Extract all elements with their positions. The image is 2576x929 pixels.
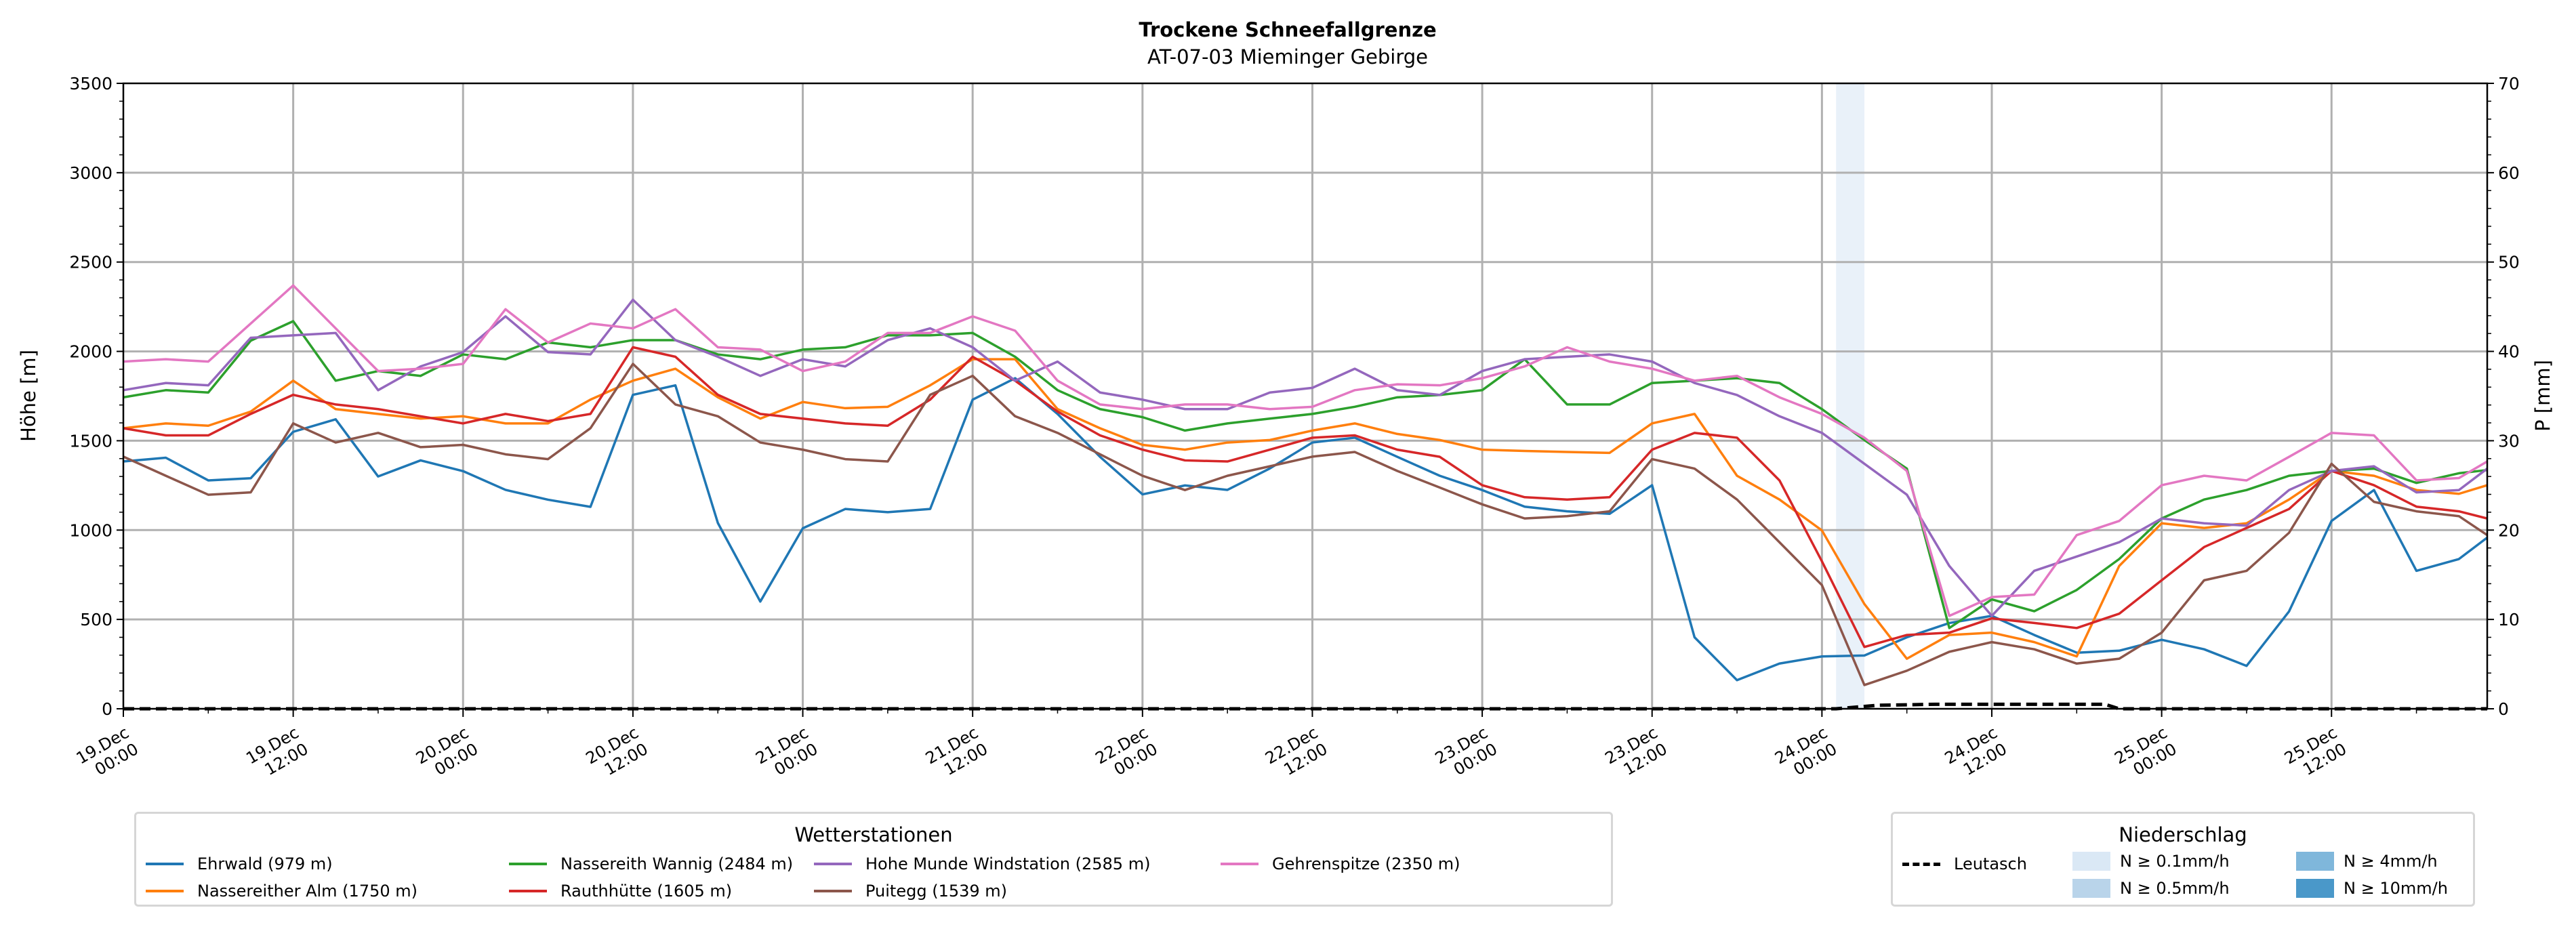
y-tick-label: 1500 xyxy=(69,431,113,451)
chart-subtitle: AT-07-03 Mieminger Gebirge xyxy=(1147,45,1428,68)
legend-label: N ≥ 0.5mm/h xyxy=(2120,879,2230,898)
legend-item-precip-class: N ≥ 10mm/h xyxy=(2296,879,2448,898)
legend-label: Nassereither Alm (1750 m) xyxy=(197,882,417,901)
x-tick-label: 20.Dec00:00 xyxy=(413,723,481,785)
legend-label: Gehrenspitze (2350 m) xyxy=(1272,854,1460,873)
line-swatch xyxy=(509,890,547,892)
legend-label: Puitegg (1539 m) xyxy=(865,882,1008,901)
legend-item-station: Hohe Munde Windstation (2585 m) xyxy=(814,854,1150,873)
plot-frame xyxy=(122,82,2489,710)
line-swatch xyxy=(1221,863,1259,865)
legend-item-leutasch: Leutasch xyxy=(1902,854,2027,873)
y-tick-label: 0 xyxy=(102,699,113,719)
dashed-line-swatch xyxy=(1902,862,1940,866)
legend-item-station: Rauthhütte (1605 m) xyxy=(509,882,732,901)
y2-tick-label: 60 xyxy=(2498,163,2520,183)
x-tick-label: 24.Dec00:00 xyxy=(1772,723,1840,785)
legend-item-station: Gehrenspitze (2350 m) xyxy=(1221,854,1460,873)
legend-label: Ehrwald (979 m) xyxy=(197,854,333,873)
x-tick-label: 25.Dec00:00 xyxy=(2111,723,2180,785)
series-line-rauthhütte xyxy=(123,346,2488,648)
y-tick-label: 3000 xyxy=(69,163,113,183)
y2-tick-label: 20 xyxy=(2498,520,2520,540)
y-tick-label: 500 xyxy=(80,610,113,629)
legend-stations: Wetterstationen Ehrwald (979 m) Nassereit… xyxy=(134,812,1613,907)
legend-item-station: Ehrwald (979 m) xyxy=(146,854,333,873)
legend-label: Rauthhütte (1605 m) xyxy=(560,882,733,901)
x-tick-label: 21.Dec00:00 xyxy=(752,723,821,785)
x-tick-label: 21.Dec12:00 xyxy=(922,723,991,785)
color-swatch xyxy=(2296,852,2334,871)
y2-axis-label: P [mm] xyxy=(2531,360,2554,432)
legend-item-station: Nassereith Wannig (2484 m) xyxy=(509,854,793,873)
legend-label: Nassereith Wannig (2484 m) xyxy=(560,854,794,873)
legend-item-precip-class: N ≥ 0.5mm/h xyxy=(2072,879,2230,898)
color-swatch xyxy=(2072,879,2110,898)
legend-label: Leutasch xyxy=(1954,854,2027,873)
legend-label: N ≥ 10mm/h xyxy=(2344,879,2448,898)
series-line-ehrwald xyxy=(123,377,2489,682)
x-tick-label: 23.Dec12:00 xyxy=(1601,723,1670,785)
line-swatch xyxy=(814,863,852,865)
y-tick-label: 3500 xyxy=(69,74,113,94)
series-line-hohe xyxy=(123,298,2489,617)
line-swatch xyxy=(814,890,852,892)
x-tick-label: 24.Dec12:00 xyxy=(1942,723,2010,785)
legend-item-station: Nassereither Alm (1750 m) xyxy=(146,882,417,901)
x-tick-label: 25.Dec12:00 xyxy=(2281,723,2350,785)
y-tick-label: 1000 xyxy=(69,520,113,540)
y2-tick-label: 40 xyxy=(2498,342,2520,362)
line-swatch xyxy=(509,863,547,865)
y2-tick-label: 0 xyxy=(2498,699,2509,719)
y2-tick-label: 50 xyxy=(2498,253,2520,272)
legend-item-station: Puitegg (1539 m) xyxy=(814,882,1007,901)
y2-tick-label: 30 xyxy=(2498,431,2520,451)
color-swatch xyxy=(2296,879,2334,898)
legend-label: N ≥ 4mm/h xyxy=(2344,852,2438,871)
y2-tick-label: 70 xyxy=(2498,74,2520,94)
x-tick-label: 19.Dec00:00 xyxy=(73,723,142,785)
legend-label: Hohe Munde Windstation (2585 m) xyxy=(865,854,1151,873)
y-tick-label: 2500 xyxy=(69,253,113,272)
legend-item-precip-class: N ≥ 0.1mm/h xyxy=(2072,852,2230,871)
legend-precip-title: Niederschlag xyxy=(2119,823,2247,846)
y2-tick-label: 10 xyxy=(2498,610,2520,629)
series-line-nassereither xyxy=(123,358,2488,660)
legend-precipitation: Niederschlag Leutasch N ≥ 0.1mm/h N ≥ 0.5… xyxy=(1891,812,2475,907)
chart-title: Trockene Schneefallgrenze xyxy=(1139,18,1436,41)
legend-stations-title: Wetterstationen xyxy=(794,823,953,846)
series-line-nassereith xyxy=(123,320,2488,629)
line-swatch xyxy=(146,863,184,865)
x-tick-label: 22.Dec00:00 xyxy=(1092,723,1161,785)
x-tick-label: 20.Dec12:00 xyxy=(583,723,651,785)
legend-item-precip-class: N ≥ 4mm/h xyxy=(2296,852,2438,871)
x-tick-label: 23.Dec00:00 xyxy=(1432,723,1500,785)
y-tick-label: 2000 xyxy=(69,342,113,362)
legend-label: N ≥ 0.1mm/h xyxy=(2120,852,2230,871)
x-tick-label: 19.Dec12:00 xyxy=(243,723,311,785)
precip-intensity-band xyxy=(1836,83,1865,709)
series-line-gehrenspitze xyxy=(123,284,2488,617)
color-swatch xyxy=(2072,852,2110,871)
series-line-puitegg xyxy=(123,363,2488,686)
x-tick-label: 22.Dec12:00 xyxy=(1262,723,1330,785)
y-axis-label: Höhe [m] xyxy=(17,350,40,442)
line-swatch xyxy=(146,890,184,892)
